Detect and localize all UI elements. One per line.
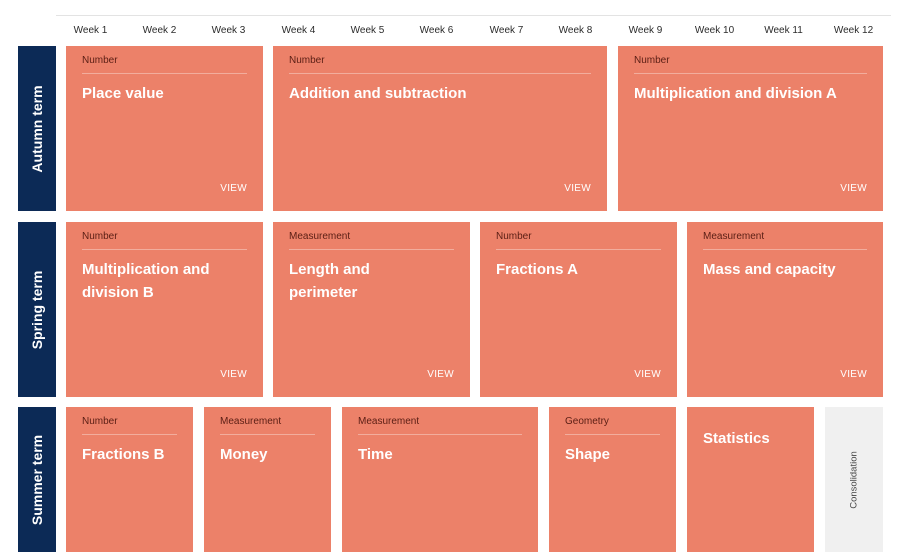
divider	[289, 73, 591, 74]
view-link[interactable]: VIEW	[840, 369, 867, 380]
block-statistics[interactable]: Statistics	[687, 407, 814, 552]
week-label: Week 4	[281, 25, 316, 36]
block-category: Measurement	[703, 231, 765, 242]
block-place-value[interactable]: Number Place value VIEW	[66, 46, 263, 211]
block-title: Addition and subtraction	[289, 85, 467, 102]
block-category: Number	[82, 55, 118, 66]
block-title: Money	[220, 446, 268, 463]
view-link[interactable]: VIEW	[840, 183, 867, 194]
block-title: Mass and capacity	[703, 261, 836, 278]
block-multiplication-and-division-b[interactable]: Number Multiplication and division B VIE…	[66, 222, 263, 397]
block-title: Statistics	[703, 430, 770, 447]
block-category: Number	[82, 416, 118, 427]
block-fractions-b[interactable]: Number Fractions B	[66, 407, 193, 552]
block-title: Place value	[82, 85, 164, 102]
week-label: Week 9	[628, 25, 663, 36]
week-label: Week 8	[558, 25, 593, 36]
week-label: Week 1	[73, 25, 108, 36]
block-category: Number	[634, 55, 670, 66]
week-label: Week 11	[764, 25, 803, 36]
term-label-spring: Spring term	[18, 222, 56, 397]
block-title: Length and perimeter	[289, 261, 370, 301]
block-title: Shape	[565, 446, 611, 463]
term-label-autumn: Autumn term	[18, 46, 56, 211]
block-category: Number	[289, 55, 325, 66]
block-title: Time	[358, 446, 393, 463]
block-shape[interactable]: Geometry Shape	[549, 407, 676, 552]
block-fractions-a[interactable]: Number Fractions A VIEW	[480, 222, 677, 397]
view-link[interactable]: VIEW	[220, 369, 247, 380]
week-label: Week 3	[211, 25, 246, 36]
view-link[interactable]: VIEW	[427, 369, 454, 380]
week-label: Week 12	[833, 25, 874, 36]
block-title: Fractions B	[82, 446, 165, 463]
divider	[82, 434, 177, 435]
divider	[358, 434, 522, 435]
consolidation-block: Consolidation	[825, 407, 883, 552]
block-length-and-perimeter[interactable]: Measurement Length and perimeter VIEW	[273, 222, 470, 397]
block-category: Number	[82, 231, 118, 242]
block-category: Geometry	[565, 416, 609, 427]
block-addition-and-subtraction[interactable]: Number Addition and subtraction VIEW	[273, 46, 607, 211]
block-category: Measurement	[289, 231, 351, 242]
week-label: Week 6	[419, 25, 454, 36]
block-title: Multiplication and division A	[634, 85, 837, 102]
block-multiplication-and-division-a[interactable]: Number Multiplication and division A VIE…	[618, 46, 883, 211]
week-label: Week 2	[142, 25, 177, 36]
block-category: Measurement	[358, 416, 420, 427]
view-link[interactable]: VIEW	[634, 369, 661, 380]
consolidation-label: Consolidation	[848, 450, 860, 509]
divider	[220, 434, 315, 435]
block-category: Number	[496, 231, 532, 242]
divider	[82, 73, 247, 74]
divider	[565, 434, 660, 435]
block-title: Multiplication and division B	[82, 261, 210, 301]
term-label-text: Autumn term	[29, 84, 45, 173]
block-time[interactable]: Measurement Time	[342, 407, 538, 552]
block-money[interactable]: Measurement Money	[204, 407, 331, 552]
block-title: Fractions A	[496, 261, 578, 278]
week-label: Week 5	[350, 25, 385, 36]
term-label-summer: Summer term	[18, 407, 56, 552]
week-label: Week 7	[489, 25, 524, 36]
view-link[interactable]: VIEW	[220, 183, 247, 194]
divider	[82, 249, 247, 250]
divider	[634, 73, 867, 74]
week-label: Week 10	[694, 25, 735, 36]
term-label-text: Spring term	[29, 270, 45, 349]
divider	[289, 249, 454, 250]
block-category: Measurement	[220, 416, 282, 427]
block-mass-and-capacity[interactable]: Measurement Mass and capacity VIEW	[687, 222, 883, 397]
term-label-text: Summer term	[29, 434, 45, 525]
divider	[496, 249, 661, 250]
week-header: Week 1 Week 2 Week 3 Week 4 Week 5 Week …	[56, 15, 891, 45]
view-link[interactable]: VIEW	[564, 183, 591, 194]
divider	[703, 249, 867, 250]
